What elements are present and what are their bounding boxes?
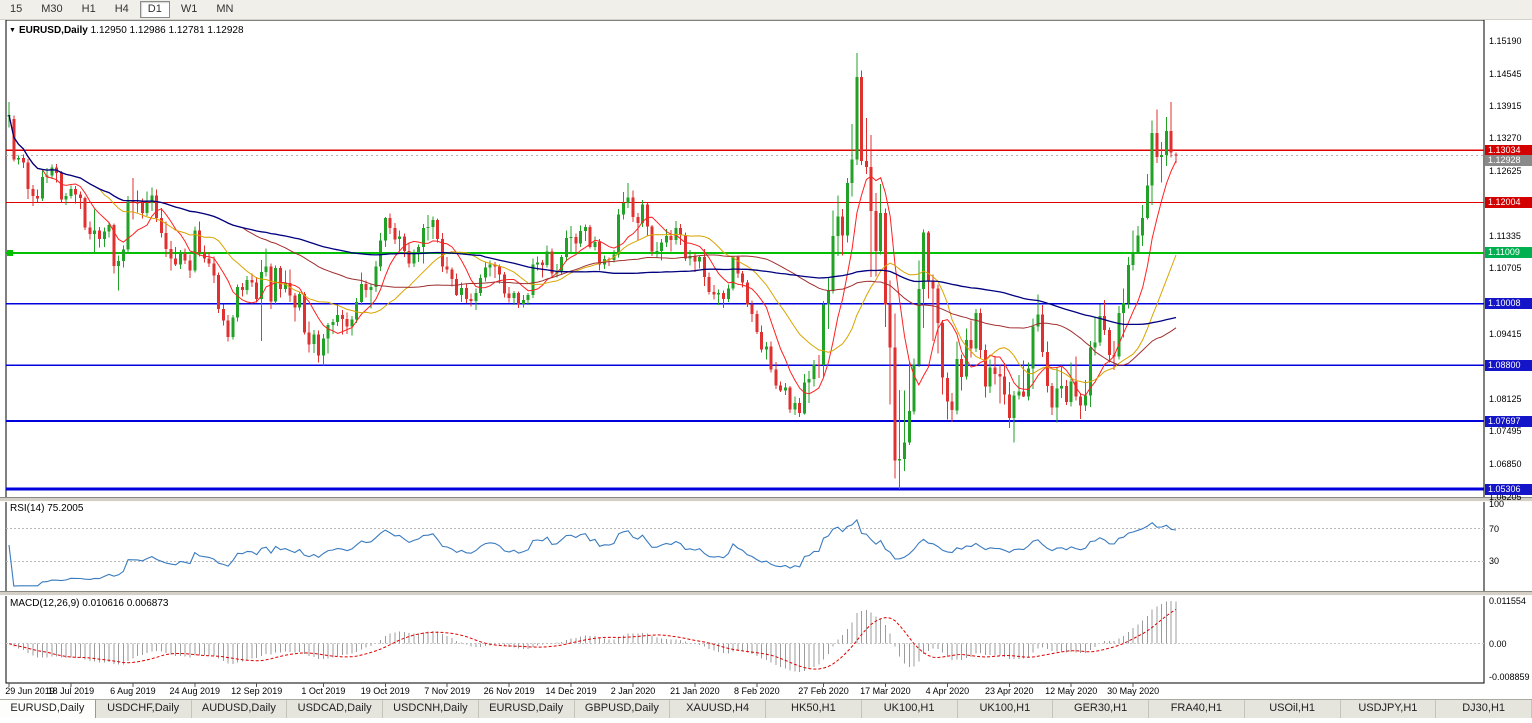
- macd-title: MACD(12,26,9) 0.010616 0.006873: [10, 598, 168, 609]
- chart-tab-usoil-h1[interactable]: USOil,H1: [1244, 700, 1341, 718]
- rsi-value: 75.2005: [47, 503, 84, 514]
- panel-separator-rsi[interactable]: [0, 497, 1532, 502]
- chart-tab-uk100-h1[interactable]: UK100,H1: [957, 700, 1054, 718]
- chart-tab-usdcnh-daily[interactable]: USDCNH,Daily: [383, 700, 479, 718]
- chart-dropdown-icon[interactable]: ▼: [9, 27, 16, 34]
- timeframe-button-d1[interactable]: D1: [139, 1, 170, 18]
- chart-tab-fra40-h1[interactable]: FRA40,H1: [1149, 700, 1245, 718]
- chart-tab-uk100-h1[interactable]: UK100,H1: [861, 700, 958, 718]
- chart-tabs-bar: EURUSD,Daily USDCHF,Daily AUDUSD,Daily USDC…: [0, 699, 1532, 718]
- symbol-period-label: EURUSD,Daily: [18, 25, 88, 36]
- chart-tab-audusd-daily[interactable]: AUDUSD,Daily: [191, 700, 288, 718]
- chart-tab-ger30-h1[interactable]: GER30,H1: [1053, 700, 1149, 718]
- timeframe-button-15[interactable]: 15: [10, 3, 23, 15]
- chart-tab-eurusd-daily[interactable]: EURUSD,Daily: [0, 700, 96, 718]
- macd-name: MACD(12,26,9): [10, 598, 80, 609]
- chart-tab-gbpusd-daily[interactable]: GBPUSD,Daily: [574, 700, 671, 718]
- chart-tab-hk50-h1[interactable]: HK50,H1: [766, 700, 862, 718]
- timeframe-button-w1[interactable]: W1: [180, 3, 198, 15]
- macd-values: 0.010616 0.006873: [82, 598, 169, 609]
- chart-tab-dj30-h1[interactable]: DJ30,H1: [1436, 700, 1532, 718]
- chart-tab-eurusd-daily[interactable]: EURUSD,Daily: [478, 700, 575, 718]
- timeframe-button-h4[interactable]: H4: [114, 3, 129, 15]
- chart-tab-xauusd-h4[interactable]: XAUUSD,H4: [670, 700, 766, 718]
- timeframe-button-mn[interactable]: MN: [216, 3, 234, 15]
- timeframe-toolbar: 15 M30 H1 H4 D1 W1 MN: [0, 0, 1532, 20]
- chart-tab-usdjpy-h1[interactable]: USDJPY,H1: [1340, 700, 1437, 718]
- chart-title: ▼ EURUSD,Daily 1.12950 1.12986 1.12781 1.…: [9, 25, 244, 36]
- chart-tab-usdcad-daily[interactable]: USDCAD,Daily: [287, 700, 383, 718]
- rsi-title: RSI(14) 75.2005: [10, 503, 83, 514]
- panel-separator-macd[interactable]: [0, 591, 1532, 596]
- rsi-name: RSI(14): [10, 503, 45, 514]
- ohlc-values: 1.12950 1.12986 1.12781 1.12928: [90, 25, 244, 36]
- chart-tab-usdchf-daily[interactable]: USDCHF,Daily: [95, 700, 192, 718]
- timeframe-button-m30[interactable]: M30: [41, 3, 63, 15]
- timeframe-button-h1[interactable]: H1: [81, 3, 96, 15]
